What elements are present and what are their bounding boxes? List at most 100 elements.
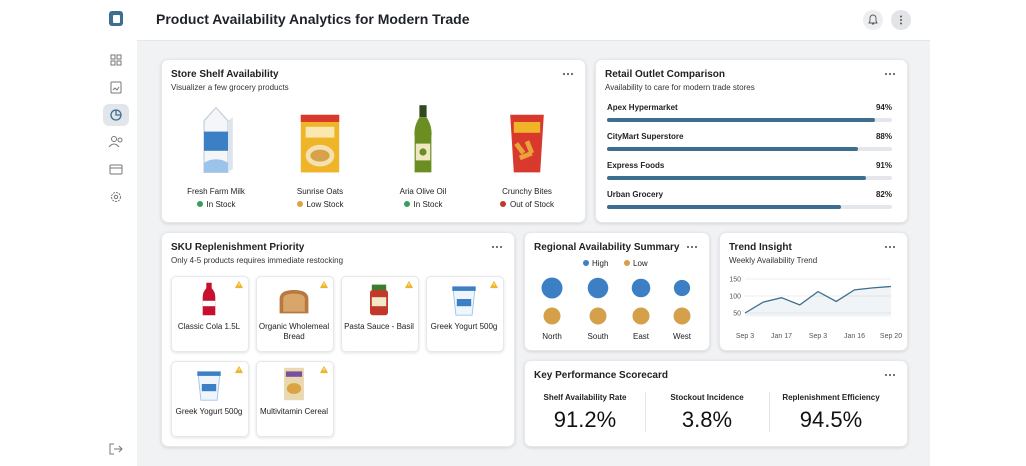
- status-text: In Stock: [413, 200, 443, 209]
- logo: [109, 11, 123, 26]
- nav-billing[interactable]: [109, 164, 123, 175]
- shelf-card-title: Store Shelf Availability: [171, 69, 279, 80]
- sku-name: Organic Wholemeal Bread: [258, 322, 330, 341]
- product-image: [414, 105, 432, 173]
- region-dot: [673, 307, 691, 325]
- kpi-label: Stockout Incidence: [670, 393, 744, 402]
- nav-dashboard[interactable]: [110, 54, 122, 66]
- region-dot: [631, 278, 651, 298]
- more-button[interactable]: [891, 10, 911, 30]
- trend-chart: 50 100 150 Sep 3 Jan 17 Sep 3 Jan 16 Sep 20: [729, 277, 902, 341]
- notifications-button[interactable]: [863, 10, 883, 30]
- regional-card-title: Regional Availability Summary: [534, 242, 680, 253]
- sku-tile: [256, 276, 334, 352]
- status-dot: [403, 201, 410, 207]
- status-dot: [499, 201, 506, 207]
- warning-icon: [489, 280, 499, 289]
- region-dot: [543, 307, 561, 325]
- outlet-value: 94%: [875, 103, 892, 112]
- nav-users[interactable]: [108, 136, 123, 148]
- nav-settings[interactable]: [111, 192, 121, 202]
- sku-image: [279, 290, 309, 314]
- product-status: Out of Stock: [467, 200, 587, 209]
- y-tick-label: 100: [729, 294, 741, 301]
- region-label: South: [588, 332, 609, 341]
- warning-icon: [404, 280, 414, 289]
- sku-name: Greek Yogurt 500g: [175, 407, 243, 416]
- header-actions: [863, 10, 911, 30]
- trend-line: [744, 285, 892, 314]
- outlet-name: CityMart Superstore: [607, 132, 684, 141]
- legend-label: Low: [633, 259, 648, 268]
- warning-icon: [234, 365, 244, 374]
- regional-card-menu[interactable]: [686, 244, 700, 250]
- region-label: East: [633, 332, 650, 341]
- region-dot: [587, 277, 609, 299]
- product-name: Aria Olive Oil: [399, 187, 447, 196]
- shelf-card-subtitle: Visualizer a few grocery products: [171, 83, 289, 92]
- product-status: In Stock: [363, 200, 483, 209]
- product-name: Crunchy Bites: [502, 187, 552, 196]
- x-tick-label: Jan 16: [844, 333, 865, 340]
- sku-card-menu[interactable]: [491, 244, 505, 250]
- outlet-name: Express Foods: [607, 161, 665, 170]
- kpi-divider: [645, 392, 646, 432]
- outlet-value: 91%: [875, 161, 892, 170]
- nav-reports[interactable]: [110, 81, 122, 94]
- product-name: Fresh Farm Milk: [187, 187, 245, 196]
- x-tick-label: Sep 3: [809, 333, 827, 340]
- sku-image: [370, 284, 388, 316]
- trend-card: [719, 232, 908, 351]
- trend-card-menu[interactable]: [884, 244, 898, 250]
- kpi-card-menu[interactable]: [884, 372, 898, 378]
- x-tick-label: Sep 20: [880, 333, 902, 340]
- x-tick-label: Sep 3: [736, 333, 754, 340]
- kpi-label: Replenishment Efficiency: [782, 393, 880, 402]
- kpi-value: 3.8%: [681, 407, 733, 432]
- outlet-value: 88%: [875, 132, 892, 141]
- region-dot: [673, 279, 691, 297]
- page-title: Product Availability Analytics for Moder…: [156, 11, 470, 27]
- product-status: Low Stock: [260, 200, 380, 209]
- warning-icon: [319, 280, 329, 289]
- kpi-divider: [769, 392, 770, 432]
- sku-image: [452, 286, 476, 316]
- outlet-card-menu[interactable]: [884, 71, 898, 77]
- sku-card-subtitle: Only 4-5 products requires immediate res…: [171, 256, 344, 265]
- nav-analytics[interactable]: [110, 109, 122, 121]
- logout[interactable]: [109, 443, 123, 455]
- warning-icon: [319, 365, 329, 374]
- kpi-card: [524, 360, 908, 447]
- trend-card-subtitle: Weekly Availability Trend: [729, 256, 818, 265]
- outlet-card: [595, 59, 908, 223]
- sku-name: Greek Yogurt 500g: [430, 322, 498, 331]
- legend-label: High: [592, 259, 608, 268]
- header: [137, 0, 930, 41]
- kpi-value: 91.2%: [553, 407, 617, 432]
- outlet-bar: [607, 118, 875, 122]
- trend-card-title: Trend Insight: [729, 242, 792, 253]
- status-text: Out of Stock: [509, 200, 555, 209]
- warning-icon: [234, 280, 244, 289]
- x-tick-label: Jan 17: [771, 333, 792, 340]
- legend-dot: [624, 260, 630, 266]
- outlet-value: 82%: [875, 190, 892, 199]
- region-label: North: [542, 332, 562, 341]
- outlet-bar: [607, 147, 858, 151]
- y-tick-label: 150: [729, 277, 741, 284]
- status-text: Low Stock: [306, 200, 344, 209]
- outlet-card-subtitle: Availability to care for modern trade st…: [605, 83, 755, 92]
- product-name: Sunrise Oats: [296, 187, 344, 196]
- sku-image: [202, 282, 216, 316]
- region-label: West: [673, 332, 692, 341]
- product-status: In Stock: [156, 200, 276, 209]
- sku-name: Classic Cola 1.5L: [177, 322, 241, 331]
- regional-chart: High Low North South East West: [541, 259, 692, 341]
- sku-name: Pasta Sauce - Basil: [344, 322, 414, 331]
- outlet-name: Urban Grocery: [607, 190, 664, 199]
- shelf-card-menu[interactable]: [562, 71, 576, 77]
- region-dot: [541, 277, 563, 299]
- trend-area: [745, 286, 891, 317]
- y-tick-label: 50: [733, 311, 741, 318]
- outlet-name: Apex Hypermarket: [607, 103, 678, 112]
